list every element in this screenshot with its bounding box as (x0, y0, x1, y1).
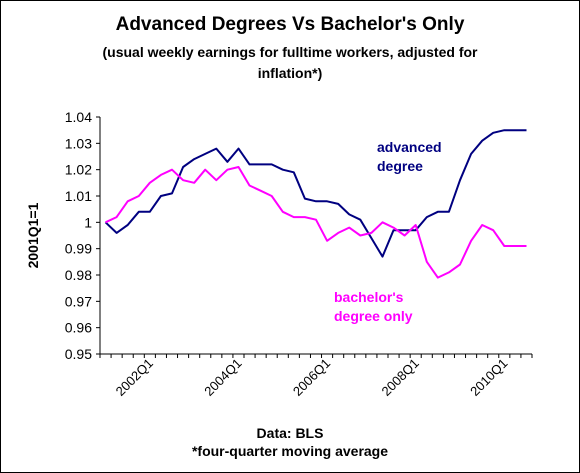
y-tick-label: 0.96 (65, 320, 92, 336)
y-tick-label: 1.04 (65, 109, 92, 125)
series-lines (104, 129, 527, 279)
x-tick-label: 2002Q1 (113, 356, 156, 399)
source-note: Data: BLS (256, 425, 324, 441)
x-tick-label: 2004Q1 (201, 356, 244, 399)
series-line-bachelors (105, 166, 527, 279)
chart-subtitle-line1: (usual weekly earnings for fulltime work… (102, 44, 478, 60)
y-tick-label: 0.98 (65, 267, 92, 283)
y-tick-label: 1 (84, 214, 92, 230)
y-axis-label: 2001Q1=1 (25, 202, 41, 268)
y-tick-label: 0.95 (65, 346, 92, 362)
series-label-bachelors: degree only (334, 308, 413, 324)
y-tick-label: 1.01 (65, 188, 92, 204)
y-tick-label: 1.02 (65, 162, 92, 178)
chart-subtitle-line2: inflation*) (257, 65, 323, 81)
y-tick-label: 0.97 (65, 293, 92, 309)
series-label-advanced: advanced (377, 139, 442, 155)
y-tick-label: 1.03 (65, 135, 92, 151)
x-tick-label: 2006Q1 (290, 356, 333, 399)
series-line-advanced (104, 129, 527, 258)
y-tick-label: 0.99 (65, 241, 92, 257)
x-tick-label: 2010Q1 (467, 356, 510, 399)
series-labels: advanced degree bachelor's degree only (334, 139, 442, 324)
axes: 0.95 0.96 0.97 0.98 0.99 1 1.01 1.02 1.03 1.04 200… (25, 109, 533, 399)
series-label-advanced: degree (377, 158, 423, 174)
series-label-bachelors: bachelor's (334, 289, 404, 305)
x-tick-label: 2008Q1 (378, 356, 421, 399)
chart-title: Advanced Degrees Vs Bachelor's Only (115, 14, 465, 35)
footnote: *four-quarter moving average (191, 443, 389, 459)
